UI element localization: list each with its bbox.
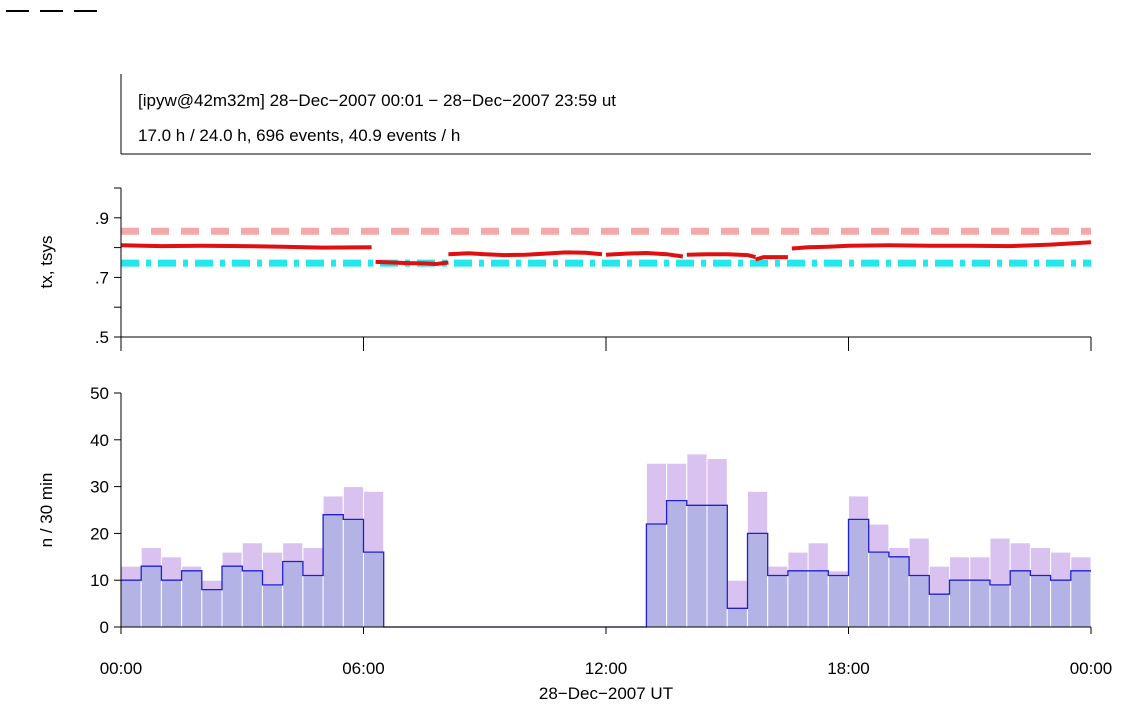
header-line1: [ipyw@42m32m] 28−Dec−2007 00:01 − 28−Dec…: [138, 91, 616, 110]
tx-tsys-x-ticks: [120, 336, 1092, 351]
histogram-y-axis: 0 10 20 30 40 50: [90, 384, 122, 637]
selected-bar: [1050, 579, 1072, 628]
selected-bar: [201, 589, 223, 628]
tx-line-segment-2: [448, 250, 603, 258]
histogram-xtick-label: 12:00: [585, 659, 628, 678]
selected-bar: [666, 500, 688, 628]
header-box: [ipyw@42m32m] 28−Dec−2007 00:01 − 28−Dec…: [120, 74, 1091, 155]
selected-bar: [342, 518, 364, 628]
tx-line-segment-4: [686, 252, 756, 260]
selected-bar: [1029, 575, 1052, 628]
tx-line-segment-0: [120, 243, 372, 250]
selected-bar: [1009, 570, 1031, 628]
tx-tsys-y-axis: .5 .7 .9: [95, 187, 122, 347]
selected-bar: [706, 504, 728, 628]
selected-bar: [282, 560, 304, 628]
selected-bar: [221, 565, 243, 628]
histogram-panel: 0 10 20 30 40 50 00:00 06:00 12:00 18:00 00:00 n …: [37, 384, 1112, 703]
tx-line-segment-3: [605, 251, 684, 259]
tx-line-segment-5: [754, 255, 788, 262]
histogram-xtick-label: 00:00: [1070, 659, 1113, 678]
selected-bar: [868, 551, 890, 628]
histogram-ytick-label: 40: [90, 431, 109, 450]
selected-bar: [181, 570, 203, 628]
selected-bar: [969, 579, 991, 628]
histogram-xtick-label: 06:00: [342, 659, 385, 678]
selected-bar: [322, 514, 344, 628]
tx-tsys-ytick-label: .9: [95, 209, 109, 228]
selected-bar: [726, 607, 748, 628]
tx-tsys-plot: [120, 227, 1092, 267]
selected-bar: [160, 579, 183, 628]
selected-bar: [686, 504, 708, 628]
histogram-ytick-label: 30: [90, 478, 109, 497]
tx-line-segment-6: [791, 240, 1092, 251]
selected-bar: [928, 593, 951, 628]
histogram-ytick-label: 0: [100, 618, 109, 637]
tx-tsys-ytick-label: .5: [95, 328, 109, 347]
histogram-xtick-label: 00:00: [100, 659, 143, 678]
histogram-ytick-label: 20: [90, 524, 109, 543]
histogram-ylabel: n / 30 min: [37, 473, 56, 548]
tx-tsys-ytick-label: .7: [95, 268, 109, 287]
selected-bar: [848, 518, 870, 628]
selected-bar: [807, 570, 829, 628]
histogram-xtick-label: 18:00: [827, 659, 870, 678]
tx-tsys-ylabel: tx, tsys: [37, 236, 56, 289]
selected-bar: [888, 556, 910, 628]
selected-bar: [645, 523, 668, 628]
selected-bar: [363, 551, 385, 628]
selected-bar: [261, 584, 284, 628]
selected-bar: [746, 532, 769, 628]
tx-line-segment-1: [375, 259, 449, 266]
selected-bar: [241, 570, 263, 628]
selected-bar: [1070, 570, 1092, 628]
tx-tsys-panel: .5 .7 .9 tx, tsys: [37, 187, 1092, 351]
selected-bar: [767, 575, 789, 628]
selected-bar: [949, 579, 971, 628]
histogram-ytick-label: 50: [90, 384, 109, 403]
selected-bar: [989, 584, 1011, 628]
header-line2: 17.0 h / 24.0 h, 696 events, 40.9 events…: [138, 126, 460, 145]
histogram-ytick-label: 10: [90, 571, 109, 590]
selected-bar: [140, 565, 162, 628]
selected-bar: [908, 575, 930, 628]
histogram-x-axis: 00:00 06:00 12:00 18:00 00:00: [100, 626, 1113, 678]
histogram-xlabel: 28−Dec−2007 UT: [539, 684, 673, 703]
selected-bar: [787, 570, 809, 628]
selected-bar: [302, 575, 324, 628]
histogram-bars: [120, 453, 1092, 628]
selected-step-outline: [121, 499, 1091, 628]
selected-bar: [827, 575, 850, 628]
selected-bar: [120, 579, 142, 628]
